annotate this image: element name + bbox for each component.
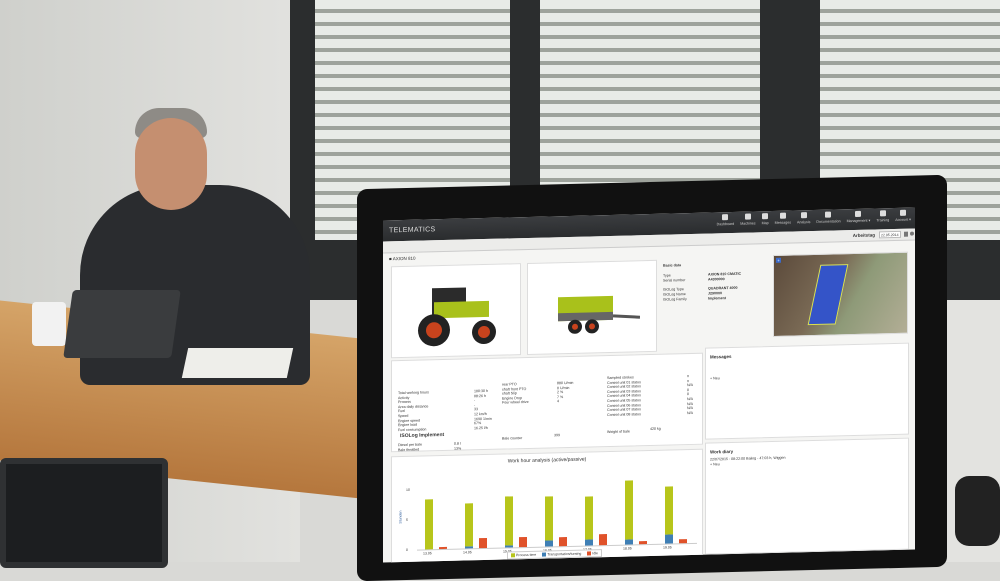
mug: [32, 302, 66, 346]
stat-key: Four wheel drive: [502, 400, 529, 406]
stat-value: 13%: [454, 446, 461, 451]
paper: [182, 348, 293, 378]
bar-transport: [585, 539, 593, 545]
nav-item[interactable]: Map: [762, 213, 769, 225]
zoom-in-button[interactable]: +: [776, 258, 781, 263]
stat-value: 4: [557, 400, 559, 405]
bar-process: [465, 503, 473, 546]
main-nav: Dashboard Machines Map Messages Analysis Docu…: [717, 210, 911, 227]
bar-idle: [639, 541, 647, 544]
messages-add[interactable]: + Neu: [710, 376, 720, 381]
x-tick: 14.05: [463, 550, 472, 554]
nav-icon: [801, 212, 807, 218]
brand-logo: TELEMATICS: [389, 226, 435, 234]
x-tick: 18.05: [623, 546, 632, 550]
nav-icon: [880, 210, 886, 216]
machine-title: ■ AXION 810: [389, 256, 416, 262]
nav-icon: [900, 210, 906, 216]
legend-idle: Idle: [587, 551, 598, 555]
bar-idle: [559, 537, 567, 546]
nav-icon: [762, 213, 768, 219]
basic-key: ISOLog Family: [663, 297, 687, 303]
nav-item[interactable]: Account ▾: [895, 210, 911, 222]
stat-key: Control unit 08 status: [607, 412, 641, 418]
bar-transport: [465, 546, 473, 548]
nav-item[interactable]: Dashboard: [717, 214, 735, 226]
y-tick: 5: [406, 518, 408, 522]
bar-idle: [519, 537, 527, 547]
bar-transport: [665, 534, 673, 543]
nav-icon: [855, 211, 861, 217]
isolog-title: ISOLog Implement: [400, 433, 444, 439]
nav-icon: [745, 214, 751, 220]
nav-icon: [825, 212, 831, 218]
basic-value: Implement: [708, 296, 726, 301]
nav-item[interactable]: Training: [876, 210, 889, 222]
tractor-image: [391, 263, 521, 358]
machine-name: AXION 810: [393, 256, 416, 262]
date-input[interactable]: 22.05.2014: [879, 231, 901, 239]
bar-process: [625, 481, 633, 540]
bar-transport: [505, 546, 513, 548]
bale-counter-label: Bale counter: [502, 436, 522, 441]
stat-key: Bale throttled: [398, 447, 419, 453]
person-head: [135, 118, 207, 210]
telematics-screen: TELEMATICS Dashboard Machines Map Messages A…: [383, 207, 915, 562]
desk-phone: [955, 476, 1000, 546]
bar-idle: [439, 547, 447, 549]
nav-icon: [780, 213, 786, 219]
bar-process: [665, 486, 673, 534]
field-map[interactable]: +: [773, 252, 908, 337]
diary-add[interactable]: + Neu: [710, 462, 720, 467]
bar-process: [425, 499, 433, 549]
legend-process: Process time: [511, 553, 536, 558]
laptop: [0, 458, 168, 568]
basic-value: A4300000: [708, 277, 725, 282]
y-tick: 0: [406, 548, 408, 552]
bar-process: [505, 496, 513, 545]
diary-title: Work diary: [710, 449, 733, 455]
nav-item[interactable]: Documentation: [816, 211, 840, 224]
work-diary-panel: Work diary 22/07/2015 - 08:22:00 Baling …: [705, 438, 909, 555]
gear-icon[interactable]: [910, 232, 914, 236]
nav-item[interactable]: Messages: [775, 213, 791, 225]
nav-item[interactable]: Management ▾: [847, 211, 871, 224]
tablet: [63, 290, 181, 358]
stat-value: 08:26 h: [474, 394, 486, 399]
x-tick: 19.05: [663, 545, 672, 549]
stat-value: 16.25 l/h: [474, 426, 488, 431]
bar-idle: [479, 538, 487, 548]
diary-entry[interactable]: 22/07/2015 - 08:22:00 Baling - 47:03 h, …: [710, 456, 786, 463]
bale-weight-label: Weight of bale: [607, 429, 630, 435]
worked-area: [808, 264, 849, 325]
messages-panel: Messages + Neu: [705, 343, 909, 440]
workday-label: Arbeitstag: [853, 232, 875, 238]
bale-weight-value: 420 kg: [650, 427, 661, 432]
nav-item[interactable]: Analysis: [797, 212, 810, 224]
messages-title: Messages: [710, 354, 732, 360]
bar-idle: [599, 534, 607, 546]
baler-image: [527, 260, 657, 355]
stat-value: N/A: [687, 411, 693, 416]
nav-icon: [722, 214, 728, 220]
basic-key: Serial number: [663, 278, 685, 284]
bar-transport: [545, 540, 553, 546]
y-tick: 10: [406, 488, 410, 492]
y-axis-label: Stunden: [399, 511, 403, 524]
bar-process: [585, 496, 593, 539]
basic-data-title: Basic data: [663, 263, 681, 268]
bar-transport: [625, 540, 633, 545]
legend-transport: Transportation/turning: [542, 552, 581, 557]
bale-counter-value: 399: [554, 433, 560, 438]
nav-item[interactable]: Machines: [740, 213, 755, 225]
bar-idle: [679, 539, 687, 543]
x-tick: 13.05: [423, 551, 432, 555]
bar-process: [545, 497, 553, 541]
list-icon[interactable]: [904, 232, 908, 237]
